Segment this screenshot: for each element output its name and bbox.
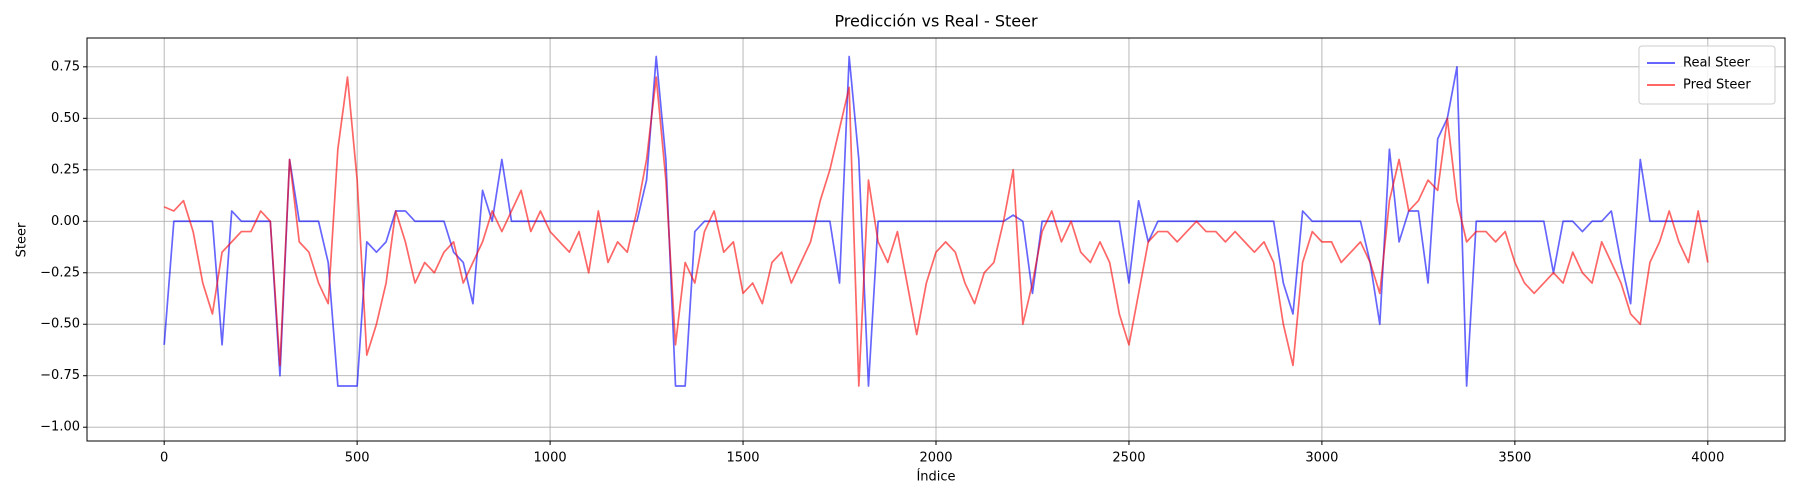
x-tick-label: 2000 [919, 451, 952, 466]
y-tick-label: 0.50 [51, 111, 80, 126]
x-tick-label: 2500 [1112, 451, 1145, 466]
x-tick-label: 0 [160, 451, 168, 466]
y-tick-label: 0.00 [51, 214, 80, 229]
y-tick-label: −0.75 [40, 368, 80, 383]
line-series [163, 55, 1708, 387]
x-tick-label: 500 [345, 451, 370, 466]
x-tick-label: 4000 [1691, 451, 1724, 466]
y-tick-label: −1.00 [40, 420, 80, 435]
x-tick-label: 3000 [1305, 451, 1338, 466]
y-tick-label: −0.50 [40, 317, 80, 332]
chart-title: Predicción vs Real - Steer [834, 12, 1038, 31]
y-tick-label: 0.25 [51, 162, 80, 177]
legend: Real Steer Pred Steer [1638, 45, 1776, 105]
x-tick-label: 3500 [1498, 451, 1531, 466]
y-axis-label: Steer [15, 222, 30, 257]
legend-label: Real Steer [1683, 56, 1751, 71]
x-tick-label: 1500 [726, 451, 759, 466]
line-series [163, 76, 1709, 387]
legend-label: Pred Steer [1683, 78, 1751, 93]
y-tick-label: 0.75 [51, 59, 80, 74]
plot-frame [86, 37, 1786, 442]
x-tick-label: 1000 [534, 451, 567, 466]
y-tick-label: −0.25 [40, 265, 80, 280]
legend-box [1638, 45, 1776, 105]
x-axis-label: Índice [916, 469, 955, 485]
